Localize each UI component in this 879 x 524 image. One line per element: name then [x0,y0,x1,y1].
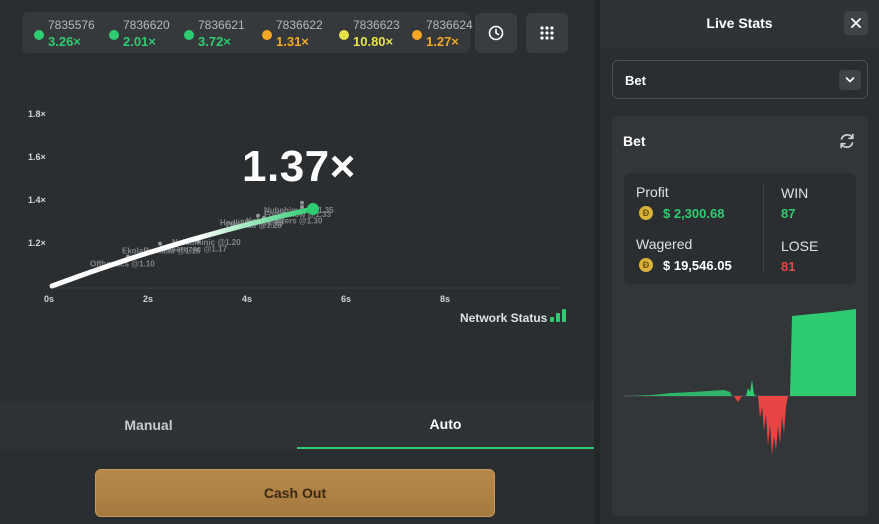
history-multiplier: 1.27× [426,34,459,49]
dropdown-toggle[interactable] [839,70,861,90]
game-panel: 7835576 3.26× 7836620 2.01× 7836621 3.72× 7836… [0,12,594,524]
x-tick-label: 0s [44,294,54,304]
status-dot [339,30,349,40]
round-history-bar: 7835576 3.26× 7836620 2.01× 7836621 3.72× 7836… [22,12,473,53]
chevron-down-icon [845,77,855,83]
y-tick-label: 1.6× [28,152,46,162]
bet-controls: Cash Out [0,449,594,524]
history-multiplier: 2.01× [123,34,156,49]
win-label: WIN [781,185,809,201]
lose-label: LOSE [781,238,819,254]
cash-out-button[interactable]: Cash Out [95,469,495,517]
wagered-label: Wagered [636,236,693,252]
history-round-id: 7836622 [276,18,323,32]
history-round-id: 7836621 [198,18,245,32]
cashout-label: Kokomasters @1.30 [246,217,323,226]
y-tick-label: 1.8× [28,109,46,119]
close-icon [851,18,861,28]
x-tick-label: 4s [242,294,252,304]
profit-area-negative-2 [758,396,788,456]
history-round-id: 7836624 [426,18,473,32]
network-status-label: Network Status [460,311,548,325]
profit-area-positive-1 [624,390,732,396]
stats-summary: Profit Đ $ 2,300.68 Wagered Đ $ 19,546.0… [624,173,856,284]
coin-icon: Đ [639,206,653,220]
crash-chart-svg: 1.2×1.4×1.6×1.8× 0s 2s 4s 6s 8s Nubehimoo @1… [28,109,560,304]
grid-menu-button[interactable] [526,13,568,53]
stats-divider [763,183,764,273]
history-multiplier: 1.31× [276,34,309,49]
stats-type-select[interactable]: Bet [612,60,868,99]
live-stats-header: Live Stats [600,0,879,48]
y-tick-label: 1.2× [28,238,46,248]
profit-area-positive-2 [746,380,756,396]
profit-area-negative-1 [734,396,742,402]
profit-chart [624,309,856,456]
status-dot [109,30,119,40]
profit-label: Profit [636,184,669,200]
close-button[interactable] [844,11,868,35]
status-dot [34,30,44,40]
curve-head-dot [307,203,319,215]
cashout-label: Offbeatics @1.10 [90,260,155,269]
cashout-label: lovilaruzac @1.17 [160,244,227,253]
clock-icon [488,25,504,41]
cashout-dot [158,241,162,246]
history-round-id: 7836623 [353,18,400,32]
bet-mode-tabs: Manual Auto [0,401,594,449]
signal-bars-icon [550,309,566,322]
refresh-icon[interactable] [838,132,856,150]
status-dot [262,30,272,40]
history-button[interactable] [475,13,517,53]
wagered-value: $ 19,546.05 [663,258,732,273]
coin-icon: Đ [639,258,653,272]
current-multiplier: 1.37× [242,142,356,191]
live-stats-title: Live Stats [706,15,773,31]
profit-value: $ 2,300.68 [663,206,725,221]
history-multiplier: 3.72× [198,34,231,49]
x-tick-label: 2s [143,294,153,304]
history-multiplier: 3.26× [48,34,81,49]
cashout-dot [300,205,304,210]
live-stats-panel: Live Stats Bet Bet Profit Đ $ 2,300.68 [600,0,879,524]
history-multiplier: 10.80× [353,34,394,49]
x-tick-label: 6s [341,294,351,304]
history-round-id: 7836620 [123,18,170,32]
profit-area-positive-3 [790,309,856,396]
multiplier-curve [49,206,316,289]
lose-value: 81 [781,259,796,274]
status-dot [184,30,194,40]
cashout-dot [256,213,260,218]
win-value: 87 [781,206,796,221]
tab-auto[interactable]: Auto [297,401,594,449]
cashout-dot [300,200,304,205]
stats-type-selected: Bet [625,73,646,88]
cashout-label: Nolaonlinic @1.20 [172,238,241,247]
crash-chart: 1.2× 1.4× 1.6× 1.8× 0s 2s 4s 6s 8s Nubehimoo @1… [0,70,594,400]
history-round-id: 7835576 [48,18,95,32]
status-dot [412,30,422,40]
panel-divider [594,0,600,524]
card-title: Bet [623,133,646,149]
bet-stats-card: Bet Profit Đ $ 2,300.68 Wagered Đ $ 19,5… [612,116,868,516]
x-tick-label: 8s [440,294,450,304]
tab-manual[interactable]: Manual [124,417,173,433]
grid-icon [540,26,554,40]
y-tick-label: 1.4× [28,195,46,205]
